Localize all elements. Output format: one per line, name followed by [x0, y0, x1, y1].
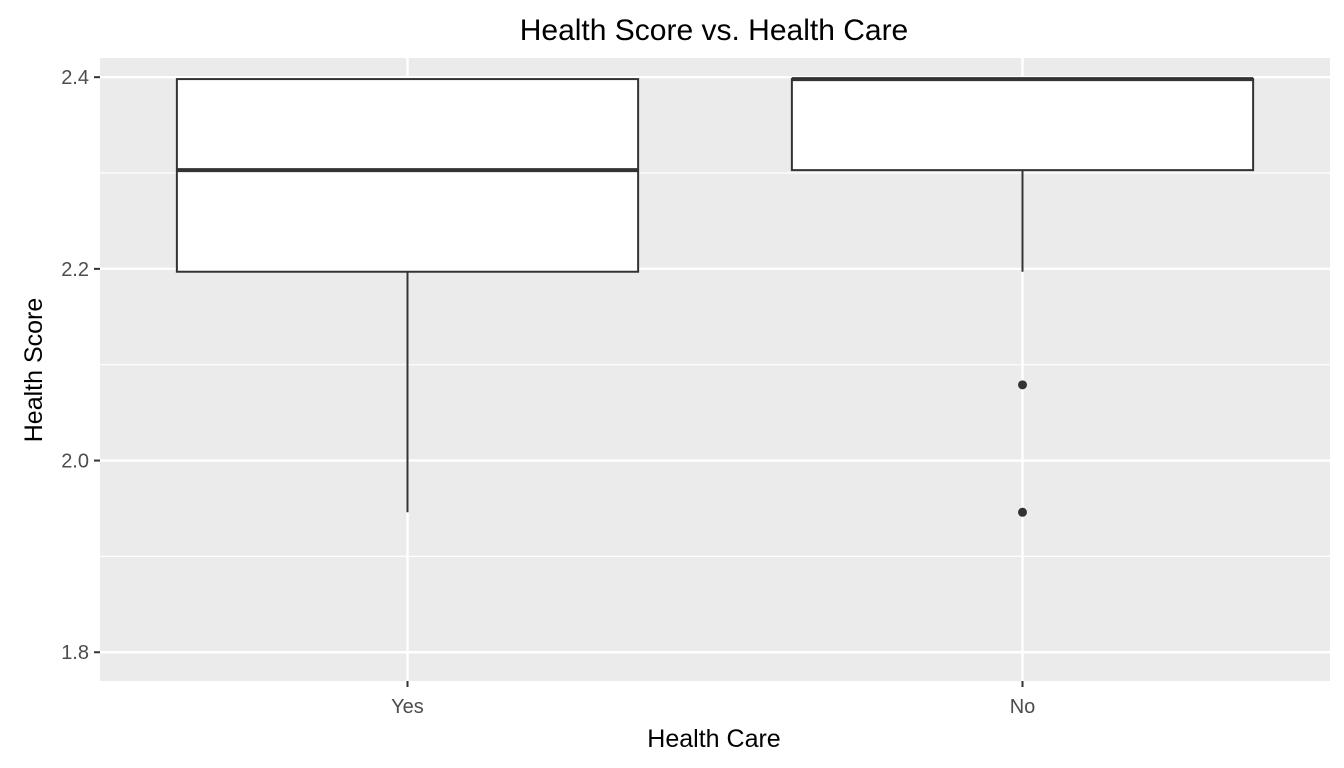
x-tick-label: No [1010, 696, 1036, 718]
x-tick-label: Yes [391, 696, 424, 718]
x-axis-title: Health Care [647, 725, 780, 753]
chart-title: Health Score vs. Health Care [520, 14, 909, 47]
box-no [790, 77, 1255, 517]
x-axis: Yes No [391, 681, 1035, 718]
box-body [175, 78, 640, 273]
y-tick-label: 2.2 [61, 259, 89, 281]
y-tick-label: 1.8 [61, 642, 89, 664]
outlier-point [1018, 507, 1027, 517]
y-axis-title: Health Score [20, 298, 48, 443]
y-axis: 1.8 2.0 2.2 2.4 [61, 67, 100, 664]
box-body [790, 78, 1255, 172]
boxes [175, 77, 1255, 517]
outlier-point [1018, 380, 1027, 390]
y-tick-label: 2.4 [61, 67, 89, 89]
y-tick-label: 2.0 [61, 451, 89, 473]
box-yes [175, 78, 640, 513]
